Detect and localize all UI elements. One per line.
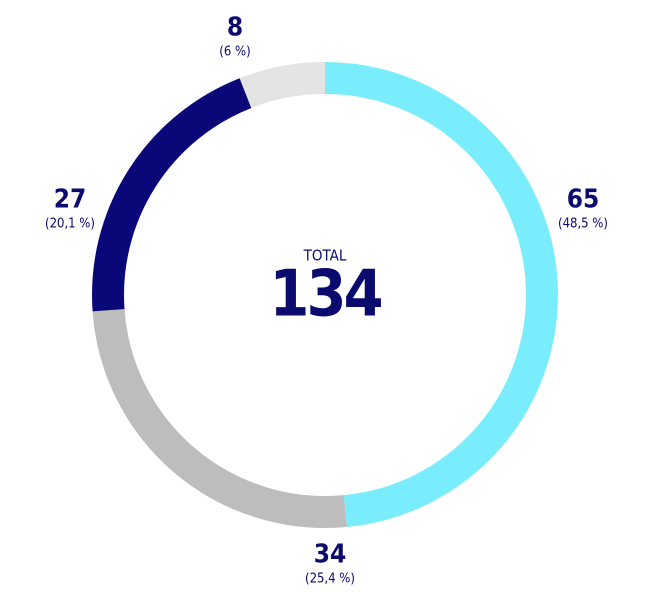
total: 134 xyxy=(269,258,381,332)
value-label: 34 xyxy=(314,540,347,570)
donut-segment xyxy=(92,78,252,312)
donut-segment xyxy=(324,62,558,527)
percent-label: (25,4 %) xyxy=(305,572,355,587)
center-label: TOTAL xyxy=(303,247,347,265)
donut-segment xyxy=(239,62,326,109)
percent-label: (20,1 %) xyxy=(45,217,95,232)
donut-segment xyxy=(92,309,347,528)
value-label: 8 xyxy=(227,13,243,43)
value-label: 27 xyxy=(54,185,87,215)
percent-label: (6 %) xyxy=(219,45,250,60)
value-label: 65 xyxy=(567,185,600,215)
percent-label: (48,5 %) xyxy=(558,217,608,232)
